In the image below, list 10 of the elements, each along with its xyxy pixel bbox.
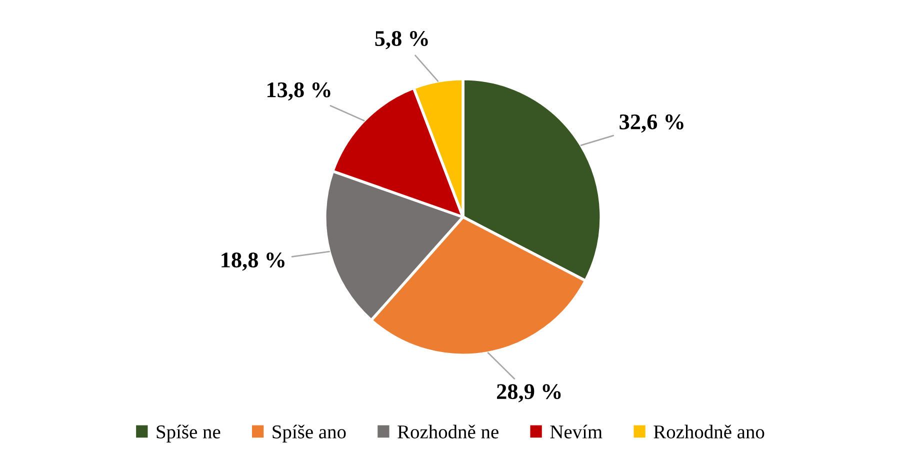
legend-label: Nevím (550, 424, 602, 438)
data-label: 13,8 % (268, 82, 330, 101)
data-label: 28,9 % (497, 384, 561, 402)
legend-label: Spíše ano (272, 424, 346, 442)
legend-label: Spíše ne (156, 424, 220, 442)
data-label: 18,8 % (222, 252, 284, 271)
data-label: 32,6 % (620, 114, 684, 133)
data-label: 5,8 % (375, 31, 428, 50)
legend-label: Rozhodně ano (654, 424, 764, 438)
legend-label: Rozhodně ne (398, 424, 498, 438)
